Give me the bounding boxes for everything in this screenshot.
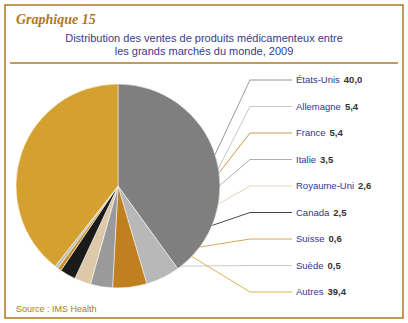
chart: Graphique 15 Distribution des ventes de p… [0, 0, 408, 323]
title-rule [10, 62, 398, 63]
data-label: 39,4 [327, 286, 346, 297]
data-label: 5,4 [330, 127, 344, 138]
subtitle: Distribution des ventes de produits médi… [65, 32, 343, 57]
source: Source : IMS Health [16, 304, 97, 314]
category-label: États-Unis [296, 74, 340, 85]
subtitle-line: les grands marchés du monde, 2009 [115, 45, 294, 57]
border [5, 5, 403, 318]
category-label: France [296, 127, 326, 138]
slice [113, 186, 147, 288]
category-label: Autres [296, 286, 324, 297]
data-label: 5,4 [345, 101, 359, 112]
pie [16, 84, 220, 288]
category-label: Suède [296, 260, 323, 271]
category-label: Italie [296, 154, 316, 165]
data-label: 40,0 [344, 74, 363, 85]
data-label: 0,6 [329, 233, 342, 244]
category-label: Allemagne [296, 101, 341, 112]
labels: États-Unis 40,0 Allemagne 5,4 France 5,4 Itali… [296, 74, 371, 297]
connector [215, 80, 292, 155]
category-label: Royaume-Uni [296, 180, 354, 191]
slice [16, 84, 118, 266]
category-label: Suisse [296, 233, 325, 244]
category-label: Canada [296, 207, 330, 218]
data-label: 2,6 [358, 180, 371, 191]
data-label: 2,5 [333, 207, 347, 218]
title: Graphique 15 [16, 12, 96, 27]
data-label: 3,5 [320, 154, 334, 165]
data-label: 0,5 [327, 260, 341, 271]
subtitle-line: Distribution des ventes de produits médi… [65, 32, 343, 44]
